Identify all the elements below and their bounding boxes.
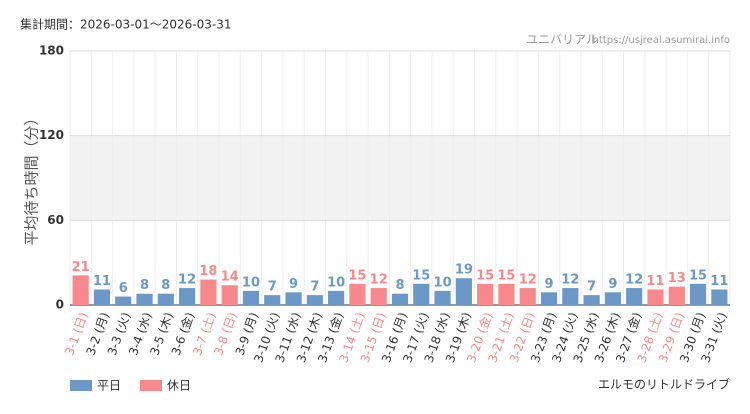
bar xyxy=(583,295,600,305)
value-label: 8 xyxy=(161,278,170,293)
bar xyxy=(540,292,558,305)
value-label: 12 xyxy=(561,273,579,288)
bar xyxy=(647,289,664,305)
value-label: 9 xyxy=(608,277,617,292)
chart-title: エルモのリトルドライブ xyxy=(598,377,730,392)
bar xyxy=(93,289,111,305)
bar xyxy=(349,283,366,305)
bar xyxy=(328,290,345,305)
band xyxy=(70,135,730,221)
legend-swatch xyxy=(140,380,162,391)
bar xyxy=(604,292,621,305)
y-tick-label: 0 xyxy=(56,298,64,312)
value-label: 12 xyxy=(625,273,643,288)
value-label: 9 xyxy=(289,277,298,292)
y-tick-label: 120 xyxy=(39,128,64,142)
value-label: 6 xyxy=(119,281,128,296)
bar xyxy=(179,288,196,305)
value-label: 19 xyxy=(455,263,473,278)
bar xyxy=(477,283,494,305)
value-label: 8 xyxy=(140,278,149,293)
value-label: 11 xyxy=(646,274,664,289)
bar xyxy=(264,295,281,305)
value-label: 15 xyxy=(348,268,366,283)
legend-label: 平日 xyxy=(97,379,121,393)
bar xyxy=(562,288,579,305)
value-label: 7 xyxy=(587,280,596,295)
bar xyxy=(72,275,89,305)
value-label: 8 xyxy=(395,278,404,293)
bar xyxy=(413,283,430,305)
value-label: 12 xyxy=(178,273,196,288)
bar xyxy=(285,292,302,305)
bar xyxy=(306,295,323,305)
value-label: 15 xyxy=(497,268,515,283)
bar xyxy=(711,289,728,305)
bar xyxy=(455,278,472,305)
value-label: 11 xyxy=(710,274,728,289)
value-label: 18 xyxy=(199,264,217,279)
value-label: 10 xyxy=(434,275,452,290)
value-label: 15 xyxy=(412,268,430,283)
value-label: 21 xyxy=(72,260,90,275)
bar xyxy=(626,288,643,305)
bar xyxy=(668,286,685,305)
y-tick-label: 60 xyxy=(47,213,64,227)
y-axis-label: 平均待ち時間（分） xyxy=(23,110,41,245)
bar xyxy=(434,290,451,305)
value-label: 14 xyxy=(221,270,239,285)
value-label: 10 xyxy=(327,275,345,290)
value-label: 15 xyxy=(689,268,707,283)
bar xyxy=(200,279,217,305)
value-label: 7 xyxy=(310,280,319,295)
y-tick-label: 180 xyxy=(39,44,64,58)
source-url: https://usjreal.asumirai.info xyxy=(593,35,730,46)
source: ユニバリアル xyxy=(526,33,598,47)
bar xyxy=(157,293,174,305)
value-label: 12 xyxy=(519,273,537,288)
value-label: 11 xyxy=(93,274,111,289)
bar xyxy=(136,293,153,305)
legend-label: 休日 xyxy=(167,379,191,393)
bar xyxy=(115,296,132,305)
value-label: 7 xyxy=(268,280,277,295)
bar xyxy=(370,288,387,305)
subtitle: 集計期間：2026-03-01～2026-03-31 xyxy=(20,17,231,32)
bar xyxy=(242,290,260,305)
bar xyxy=(689,283,707,305)
value-label: 12 xyxy=(370,273,388,288)
value-label: 10 xyxy=(242,275,260,290)
value-label: 15 xyxy=(476,268,494,283)
bar xyxy=(519,288,536,305)
bar xyxy=(391,293,409,305)
value-label: 13 xyxy=(668,271,686,286)
bar xyxy=(498,283,515,305)
value-label: 9 xyxy=(545,277,554,292)
legend-swatch xyxy=(70,380,92,391)
bar xyxy=(221,285,238,305)
